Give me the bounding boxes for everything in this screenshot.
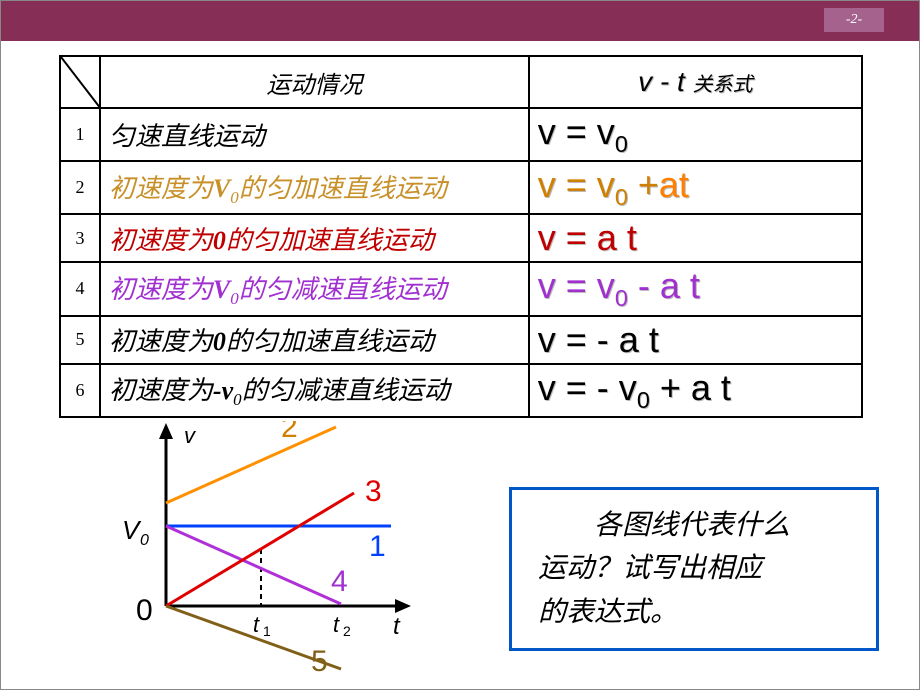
formula-cell: v = v0 xyxy=(529,108,862,161)
caption-line-2: 运动？试写出相应 xyxy=(538,553,762,584)
svg-text:0: 0 xyxy=(136,594,153,627)
row-number-cell: 3 xyxy=(60,214,100,262)
motion-description-cell: 初速度为0的匀加速直线运动 xyxy=(100,214,529,262)
svg-text:2: 2 xyxy=(281,421,298,444)
table-row: 5初速度为0的匀加速直线运动v = - a t xyxy=(60,316,862,364)
svg-text:0: 0 xyxy=(140,532,149,549)
formula-cell: v = - v0 + a t xyxy=(529,364,862,417)
header-formula-suffix: 关系式 xyxy=(693,74,753,96)
table-row: 3初速度为0的匀加速直线运动v = a t xyxy=(60,214,862,262)
svg-text:1: 1 xyxy=(263,623,271,639)
motion-table: 运动情况 v - t 关系式 1匀速直线运动v = v02初速度为V0的匀加速直… xyxy=(59,55,863,418)
svg-text:v: v xyxy=(184,423,197,448)
row-number-cell: 4 xyxy=(60,262,100,315)
caption-line-1: 各图线代表什么 xyxy=(594,510,790,541)
formula-cell: v = a t xyxy=(529,214,862,262)
header-formula-label: v - t 关系式 xyxy=(529,56,862,108)
header-motion-label: 运动情况 xyxy=(100,56,529,108)
svg-text:V: V xyxy=(122,515,142,545)
table-row: 2初速度为V0的匀加速直线运动v = v0 +at xyxy=(60,161,862,214)
vt-chart: v t 0 V 0 t 1 t 2 1 2 3 4 5 xyxy=(111,421,431,681)
slide-root: -2- 运动情况 v - t 关系式 1匀速直线运动v = v02初速度为V0的… xyxy=(0,0,920,690)
svg-text:1: 1 xyxy=(369,530,386,563)
svg-text:t: t xyxy=(333,612,340,637)
svg-text:4: 4 xyxy=(331,565,348,598)
page-number-text: -2- xyxy=(846,12,862,28)
caption-box: 各图线代表什么 运动？试写出相应 的表达式。 xyxy=(509,487,879,651)
formula-cell: v = v0 +at xyxy=(529,161,862,214)
formula-cell: v = v0 - a t xyxy=(529,262,862,315)
motion-description-cell: 初速度为-v0的匀减速直线运动 xyxy=(100,364,529,417)
svg-text:5: 5 xyxy=(311,645,328,678)
diagonal-header-cell xyxy=(60,56,100,108)
caption-line-3: 的表达式。 xyxy=(538,597,678,628)
row-number-cell: 2 xyxy=(60,161,100,214)
table-row: 4初速度为V0的匀减速直线运动v = v0 - a t xyxy=(60,262,862,315)
motion-description-cell: 初速度为0的匀加速直线运动 xyxy=(100,316,529,364)
motion-description-cell: 初速度为V0的匀减速直线运动 xyxy=(100,262,529,315)
formula-cell: v = - a t xyxy=(529,316,862,364)
header-motion-text: 运动情况 xyxy=(266,73,362,99)
svg-text:2: 2 xyxy=(343,623,351,639)
table-header-row: 运动情况 v - t 关系式 xyxy=(60,56,862,108)
header-formula-main: v - t xyxy=(638,66,685,97)
svg-text:t: t xyxy=(393,613,401,640)
row-number-cell: 1 xyxy=(60,108,100,161)
svg-text:t: t xyxy=(253,612,260,637)
page-number-chip: -2- xyxy=(824,8,884,32)
svg-text:3: 3 xyxy=(365,475,382,508)
row-number-cell: 5 xyxy=(60,316,100,364)
row-number-cell: 6 xyxy=(60,364,100,417)
motion-description-cell: 初速度为V0的匀加速直线运动 xyxy=(100,161,529,214)
motion-description-cell: 匀速直线运动 xyxy=(100,108,529,161)
slide-top-bar: -2- xyxy=(1,1,919,41)
motion-table-container: 运动情况 v - t 关系式 1匀速直线运动v = v02初速度为V0的匀加速直… xyxy=(59,55,863,418)
table-row: 1匀速直线运动v = v0 xyxy=(60,108,862,161)
table-row: 6初速度为-v0的匀减速直线运动v = - v0 + a t xyxy=(60,364,862,417)
